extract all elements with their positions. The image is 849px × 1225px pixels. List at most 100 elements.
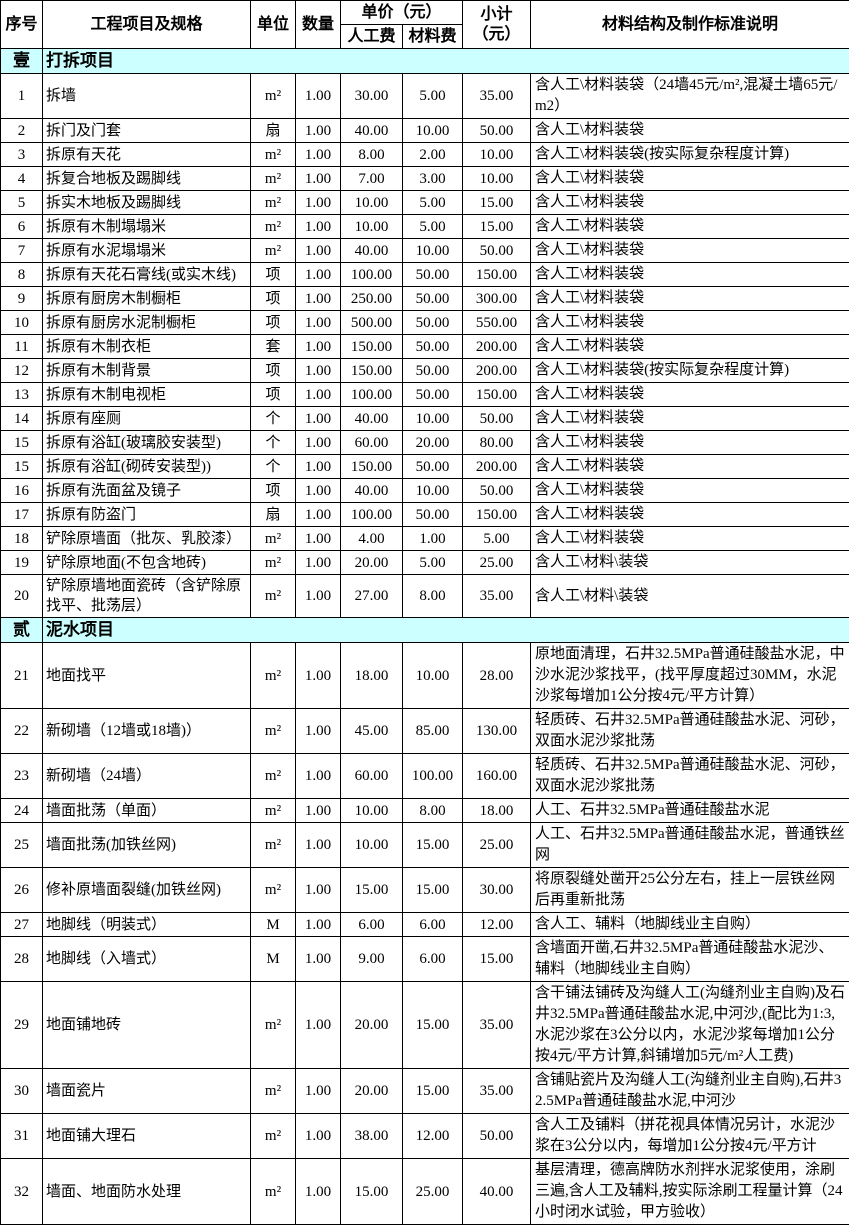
item-cell: 拆墙 [43,74,251,119]
subtotal-cell: 28.00 [463,643,531,709]
item-cell: 拆原有浴缸(砌砖安装型)) [43,455,251,479]
row-no-cell: 22 [1,709,43,754]
labor-cost-cell: 30.00 [341,74,403,119]
desc-cell: 含人工\材料装袋(按实际复杂程度计算) [531,143,849,167]
material-cost-cell: 5.00 [403,215,463,239]
subtotal-cell: 50.00 [463,407,531,431]
subtotal-cell: 550.00 [463,311,531,335]
row-no-cell: 23 [1,754,43,799]
qty-cell: 1.00 [296,479,341,503]
section-id: 壹 [1,49,43,74]
qty-cell: 1.00 [296,239,341,263]
item-cell: 拆原有浴缸(玻璃胶安装型) [43,431,251,455]
labor-cost-cell: 150.00 [341,335,403,359]
labor-cost-cell: 38.00 [341,1114,403,1159]
labor-cost-cell: 10.00 [341,823,403,868]
row-no-cell: 28 [1,937,43,982]
material-cost-cell: 15.00 [403,823,463,868]
desc-cell: 含人工\材料装袋 [531,215,849,239]
unit-cell: m² [251,143,296,167]
header-col-unit: 单位 [251,1,296,49]
material-cost-cell: 15.00 [403,982,463,1069]
unit-cell: 项 [251,263,296,287]
material-cost-cell: 6.00 [403,937,463,982]
row-no-cell: 16 [1,479,43,503]
labor-cost-cell: 8.00 [341,143,403,167]
labor-cost-cell: 45.00 [341,709,403,754]
unit-cell: m² [251,1159,296,1225]
qty-cell: 1.00 [296,1069,341,1114]
subtotal-cell: 130.00 [463,709,531,754]
desc-cell: 含墙面开凿,石井32.5MPa普通硅酸盐水泥沙、辅料（地脚线业主自购） [531,937,849,982]
section-row: 贰泥水项目 [1,618,849,643]
subtotal-cell: 50.00 [463,119,531,143]
item-cell: 拆复合地板及踢脚线 [43,167,251,191]
material-cost-cell: 100.00 [403,754,463,799]
row-no-cell: 8 [1,263,43,287]
material-cost-cell: 50.00 [403,455,463,479]
material-cost-cell: 2.00 [403,143,463,167]
labor-cost-cell: 150.00 [341,455,403,479]
item-cell: 新砌墙（12墙或18墙)） [43,709,251,754]
qty-cell: 1.00 [296,709,341,754]
section-title: 泥水项目 [43,618,849,643]
qty-cell: 1.00 [296,575,341,618]
desc-cell: 含人工\材料装袋 [531,527,849,551]
row-no-cell: 6 [1,215,43,239]
row-no-cell: 15 [1,455,43,479]
qty-cell: 1.00 [296,431,341,455]
qty-cell: 1.00 [296,913,341,937]
material-cost-cell: 10.00 [403,407,463,431]
material-cost-cell: 6.00 [403,913,463,937]
labor-cost-cell: 20.00 [341,551,403,575]
desc-cell: 含人工\材料装袋 [531,407,849,431]
desc-cell: 原地面清理，石井32.5MPa普通硅酸盐水泥，中沙水泥沙浆找平，(找平厚度超过3… [531,643,849,709]
item-cell: 地脚线（明装式） [43,913,251,937]
labor-cost-cell: 150.00 [341,359,403,383]
item-cell: 铲除原墙面（批灰、乳胶漆） [43,527,251,551]
header-col-qty: 数量 [296,1,341,49]
desc-cell: 含人工、辅料（地脚线业主自购） [531,913,849,937]
subtotal-cell: 30.00 [463,868,531,913]
unit-cell: 项 [251,383,296,407]
qty-cell: 1.00 [296,287,341,311]
material-cost-cell: 10.00 [403,643,463,709]
header-col-desc: 材料结构及制作标准说明 [531,1,849,49]
unit-cell: m² [251,551,296,575]
item-cell: 拆原有天花石膏线(或实木线) [43,263,251,287]
desc-cell: 含人工\材料装袋 [531,263,849,287]
desc-cell: 含干铺法铺砖及沟缝人工(沟缝剂业主自购)及石井32.5MPa普通硅酸盐水泥,中河… [531,982,849,1069]
row-no-cell: 29 [1,982,43,1069]
header-col-subtotal: 小计（元） [463,1,531,49]
desc-cell: 含人工\材料装袋 [531,455,849,479]
labor-cost-cell: 100.00 [341,383,403,407]
subtotal-cell: 5.00 [463,527,531,551]
qty-cell: 1.00 [296,407,341,431]
qty-cell: 1.00 [296,335,341,359]
subtotal-cell: 200.00 [463,335,531,359]
material-cost-cell: 50.00 [403,383,463,407]
unit-cell: 扇 [251,503,296,527]
header-col-unit-price: 单价（元） [341,1,463,25]
row-no-cell: 3 [1,143,43,167]
row-no-cell: 19 [1,551,43,575]
item-cell: 墙面瓷片 [43,1069,251,1114]
section-title: 打拆项目 [43,49,849,74]
labor-cost-cell: 250.00 [341,287,403,311]
row-no-cell: 11 [1,335,43,359]
material-cost-cell: 85.00 [403,709,463,754]
item-cell: 拆原有木制塌塌米 [43,215,251,239]
